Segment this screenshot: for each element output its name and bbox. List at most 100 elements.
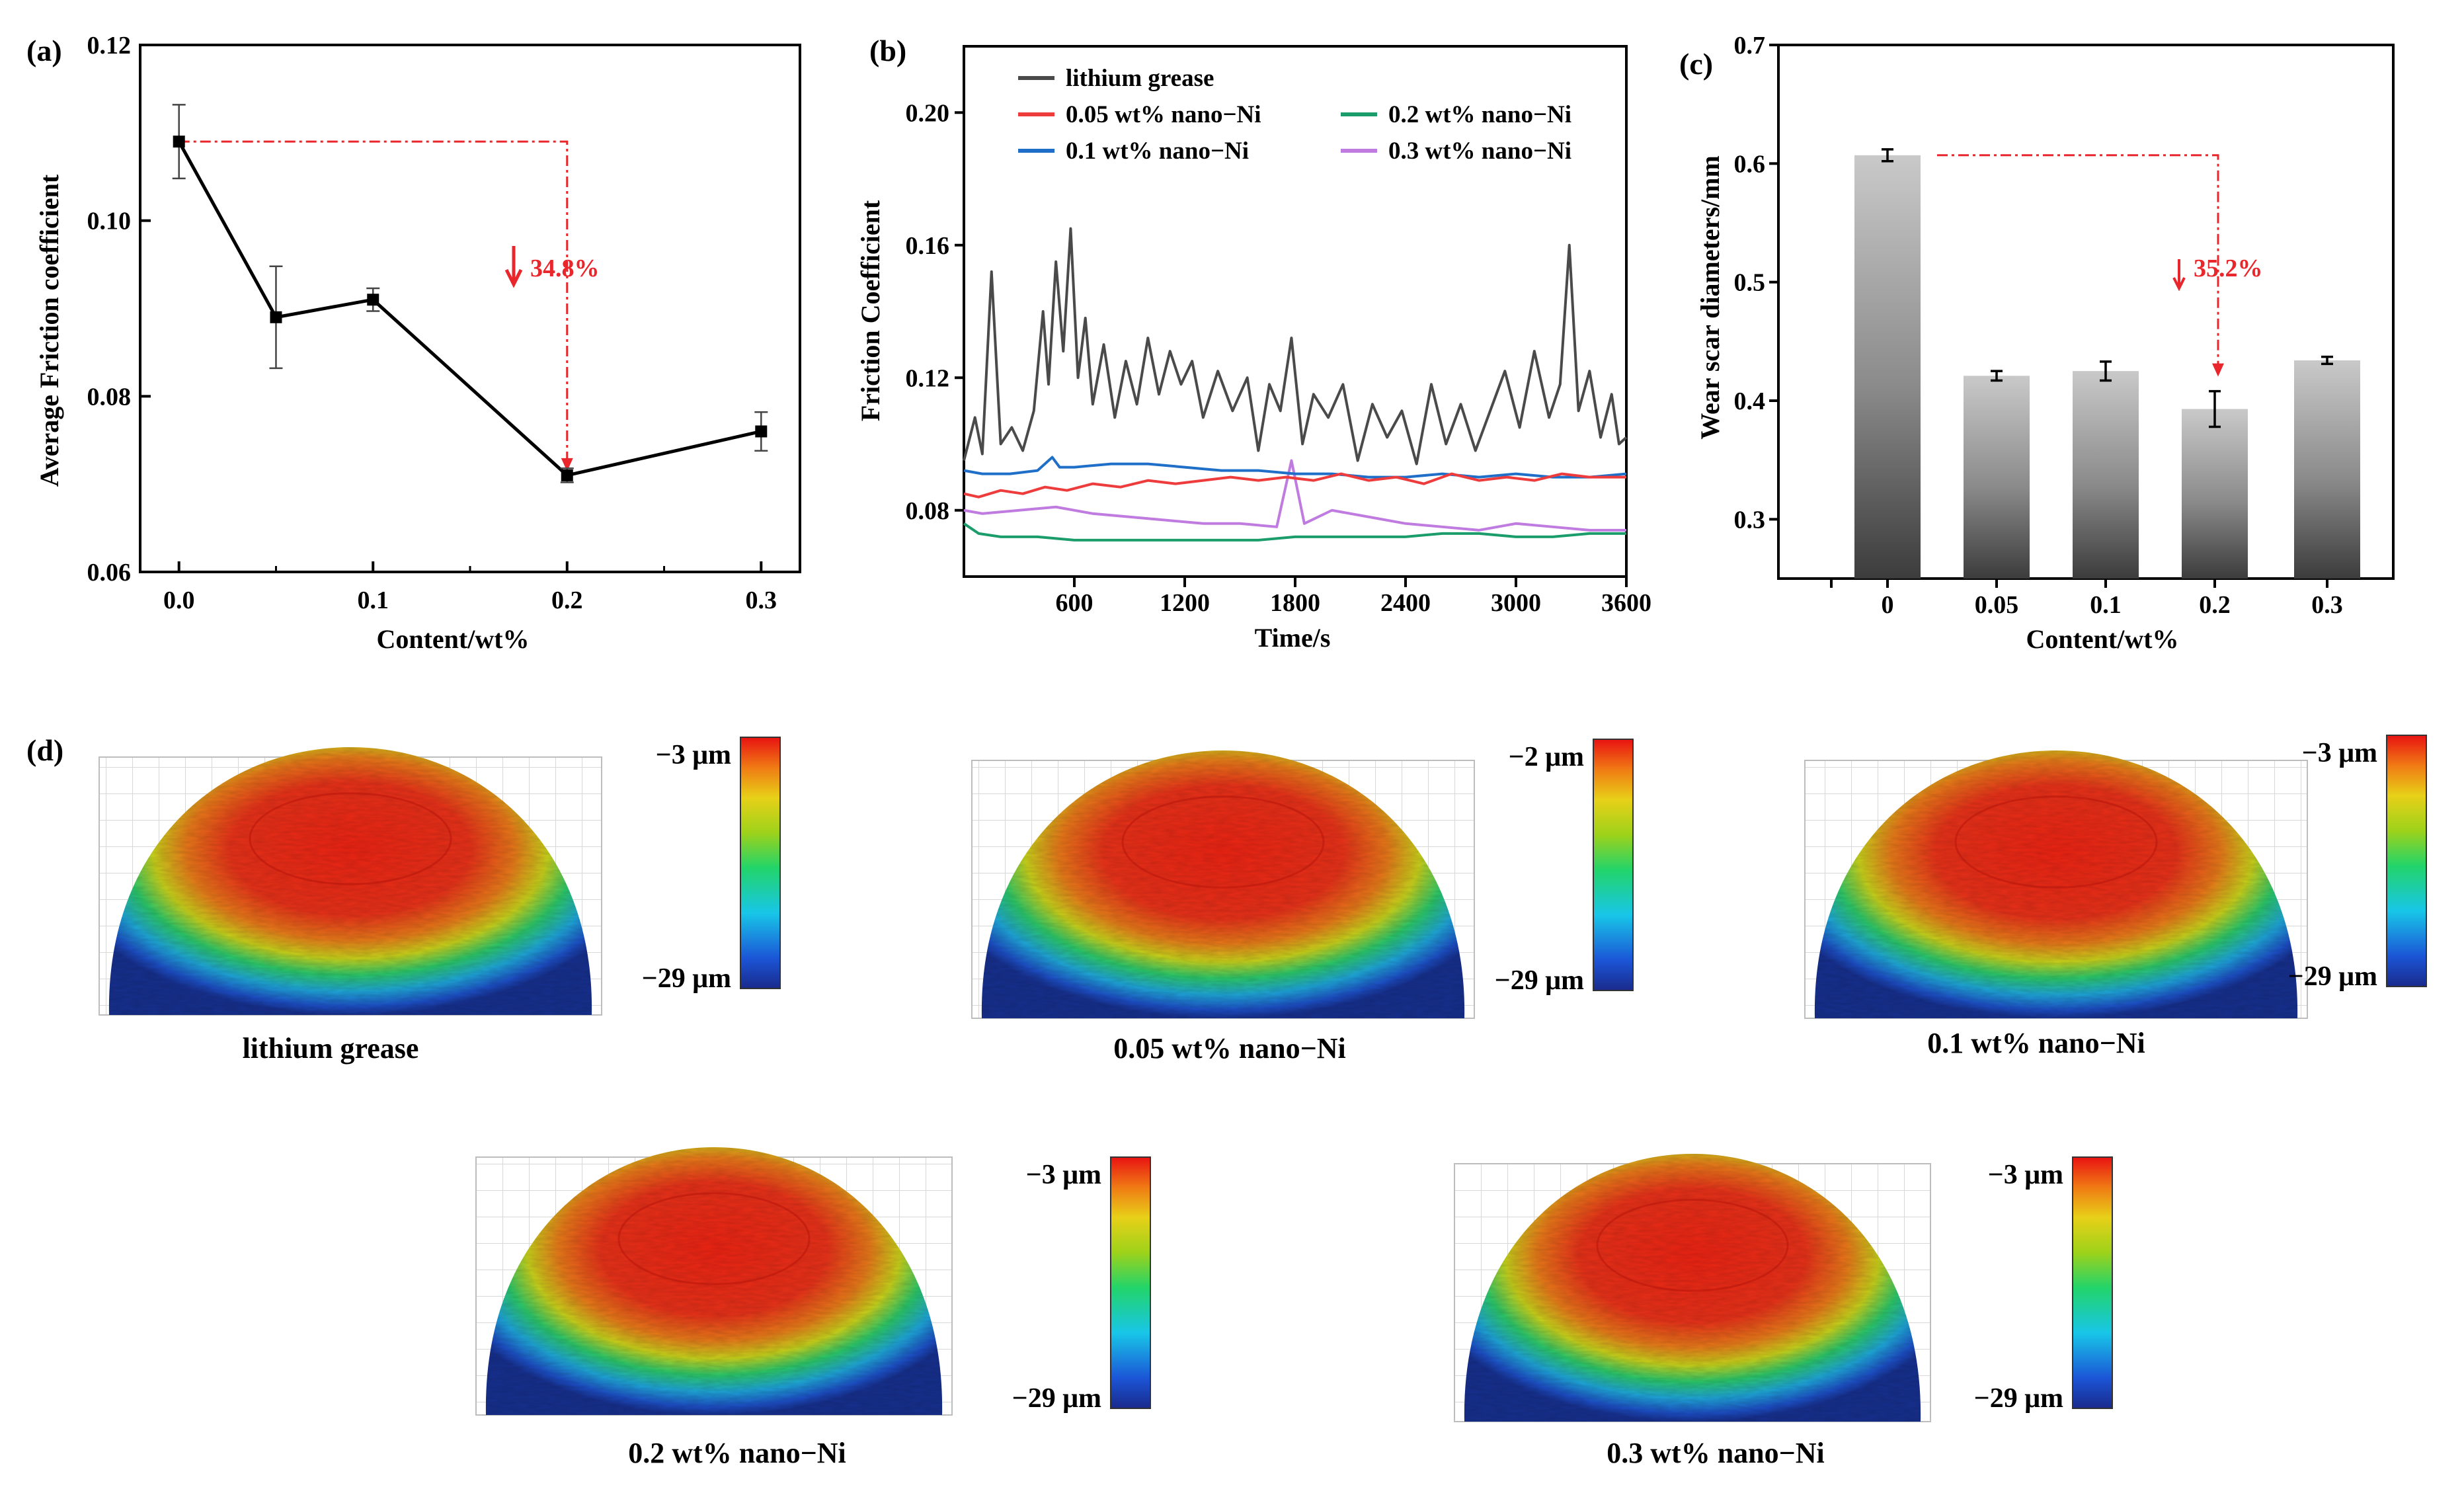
wear-scar-rim <box>1954 795 2158 889</box>
panel-b-xtick-label: 1800 <box>1270 589 1320 617</box>
panel-c-bar <box>1964 376 2030 579</box>
panel-a-data-point <box>270 311 282 323</box>
panel-b-legend: lithium grease 0.05 wt% nano−Ni 0.1 wt% na… <box>1018 65 1571 165</box>
panel-b-ytick-label: 0.12 <box>906 364 950 392</box>
panel-c-xtick-label: 0.3 <box>2311 591 2343 619</box>
colorbar <box>2386 735 2427 987</box>
legend-label-ni03: 0.3 wt% nano−Ni <box>1388 138 1571 165</box>
wear-scar-surface-3: −3 μm −29 μm 0.2 wt% nano−Ni <box>475 1147 1151 1469</box>
panel-b-series-ni01 <box>963 456 1627 479</box>
panel-d-surfaces: (d) −3 μm −29 μm lithium grease −2 μm −29 μm… <box>26 733 2427 1469</box>
panel-a-xlabel: Content/wt% <box>376 624 529 654</box>
surface-caption: 0.2 wt% nano−Ni <box>628 1437 846 1469</box>
panel-c-bar <box>2073 371 2139 579</box>
panel-a-data-point <box>561 469 573 481</box>
surface-caption: 0.1 wt% nano−Ni <box>1927 1027 2145 1059</box>
panel-c-reduction-guide <box>1937 154 2219 372</box>
panel-b-ytick-label: 0.20 <box>906 99 950 127</box>
panel-a-xtick-label: 0.0 <box>163 586 195 614</box>
panel-a-chart: (a) Average Friction coefficient Content… <box>26 32 801 654</box>
panel-c-ytick-label: 0.7 <box>1734 32 1766 60</box>
panel-c-xtick-label: 0 <box>1882 591 1894 619</box>
panel-a-series-line <box>177 140 762 477</box>
panel-b-series-lithium <box>963 227 1628 465</box>
panel-c-bar <box>2294 360 2360 579</box>
panel-c-error-bar <box>2321 355 2333 366</box>
panel-c-error-bar <box>2100 360 2112 382</box>
panel-a-down-arrow-icon <box>504 246 523 288</box>
surface-caption: 0.3 wt% nano−Ni <box>1607 1437 1824 1469</box>
panel-d-label: (d) <box>26 733 63 767</box>
wear-scar-surface-0: −3 μm −29 μm lithium grease <box>99 737 781 1065</box>
panel-c-down-arrow-icon <box>2172 259 2186 292</box>
wear-scar-rim <box>249 792 452 885</box>
panel-a-guide-arrowhead <box>561 458 573 471</box>
colorbar-top-label: −3 μm <box>2302 738 2377 768</box>
colorbar-bottom-label: −29 μm <box>2288 961 2377 992</box>
wear-scar-texture <box>1814 750 2298 1018</box>
legend-label-ni01: 0.1 wt% nano−Ni <box>1066 138 1249 165</box>
wear-scar-rim <box>617 1192 811 1285</box>
colorbar <box>740 737 781 989</box>
panel-c-guide-arrowhead <box>2212 363 2224 377</box>
colorbar-bottom-label: −29 μm <box>1012 1383 1101 1414</box>
surface-caption: lithium grease <box>243 1032 419 1065</box>
panel-c-ytick-label: 0.6 <box>1734 150 1766 178</box>
legend-label-lithium: lithium grease <box>1066 65 1214 92</box>
colorbar <box>1593 739 1634 991</box>
panel-a-data-point <box>173 136 185 148</box>
legend-label-ni02: 0.2 wt% nano−Ni <box>1388 101 1571 128</box>
panel-c-xtick-label: 0.1 <box>2090 591 2122 619</box>
panel-c-xtick-label: 0.05 <box>1975 591 2019 619</box>
panel-a-xtick-label: 0.1 <box>357 586 389 614</box>
panel-c-ytick-label: 0.5 <box>1734 269 1766 297</box>
panel-c-error-bar <box>2209 389 2221 428</box>
panel-b-ylabel: Friction Coefficient <box>855 200 885 421</box>
colorbar-top-label: −3 μm <box>1988 1160 2063 1190</box>
wear-scar-texture <box>485 1147 943 1415</box>
colorbar <box>2072 1156 2113 1409</box>
wear-scar-rim <box>1596 1199 1789 1292</box>
wear-scar-texture <box>981 750 1465 1018</box>
panel-b-xtick-label: 3600 <box>1601 589 1651 617</box>
panel-c-ytick-label: 0.4 <box>1734 387 1766 415</box>
panel-a-ylabel: Average Friction coefficient <box>34 174 64 487</box>
panel-a-ytick-label: 0.06 <box>87 559 132 586</box>
panel-b-series-ni03 <box>963 459 1626 532</box>
panel-c-bar <box>1854 155 1921 579</box>
panel-c-ytick-label: 0.3 <box>1734 506 1766 534</box>
panel-a-frame <box>139 44 801 573</box>
panel-b-ytick-label: 0.16 <box>906 232 950 260</box>
panel-a-xtick-label: 0.3 <box>746 586 777 614</box>
panel-b-xtick-label: 1200 <box>1160 589 1210 617</box>
colorbar-top-label: −3 μm <box>1026 1160 1101 1190</box>
panel-b-xtick-label: 3000 <box>1491 589 1541 617</box>
wear-scar-surface-4: −3 μm −29 μm 0.3 wt% nano−Ni <box>1454 1154 2113 1469</box>
panel-b-series-ni005 <box>963 472 1626 499</box>
panel-c-annotation: 35.2% <box>2194 255 2263 282</box>
panel-a-data-point <box>367 294 379 306</box>
surface-caption: 0.05 wt% nano−Ni <box>1113 1032 1345 1065</box>
panel-a-label: (a) <box>26 34 62 67</box>
panel-b-chart: (b) Friction Coefficient Time/s 600 1200 1… <box>855 34 1651 653</box>
panel-b-xtick-label: 600 <box>1056 589 1093 617</box>
panel-a-ytick-label: 0.08 <box>87 383 132 411</box>
panel-a-xtick-label: 0.2 <box>551 586 583 614</box>
wear-scar-texture <box>1464 1154 1921 1422</box>
panel-b-label: (b) <box>869 34 906 67</box>
legend-label-ni005: 0.05 wt% nano−Ni <box>1066 101 1261 128</box>
colorbar <box>1110 1156 1151 1409</box>
wear-scar-rim <box>1121 795 1325 889</box>
wear-scar-surface-1: −2 μm −29 μm 0.05 wt% nano−Ni <box>971 739 1634 1065</box>
wear-scar-texture <box>108 747 592 1015</box>
panel-b-xlabel: Time/s <box>1255 623 1331 653</box>
colorbar-bottom-label: −29 μm <box>1974 1383 2063 1414</box>
panel-c-label: (c) <box>1679 47 1713 81</box>
panel-c-error-bar <box>1882 148 1893 163</box>
colorbar-top-label: −3 μm <box>656 740 731 770</box>
colorbar-bottom-label: −29 μm <box>1495 965 1584 996</box>
colorbar-bottom-label: −29 μm <box>642 963 731 994</box>
panel-a-annotation: 34.8% <box>530 255 600 282</box>
panel-c-chart: (c) Wear scar diameters/mm Content/wt% 0… <box>1679 32 2395 654</box>
